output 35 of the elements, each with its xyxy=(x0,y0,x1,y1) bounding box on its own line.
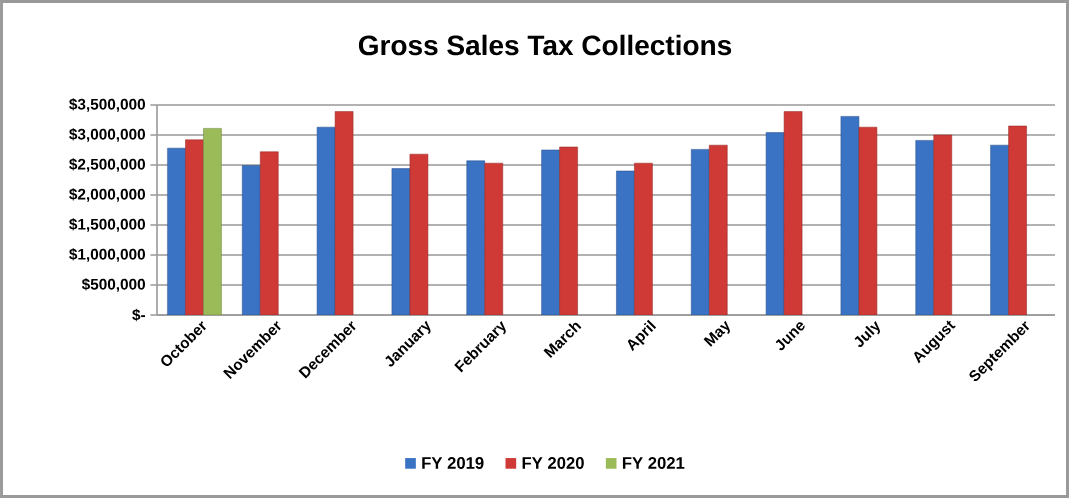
x-tick-label: May xyxy=(703,320,730,347)
bar xyxy=(690,149,710,315)
legend-label: FY 2021 xyxy=(622,457,685,469)
bar xyxy=(334,111,354,315)
bar xyxy=(541,149,560,315)
legend-label: FY 2019 xyxy=(422,457,484,469)
y-tick-label: $3,500,000 xyxy=(69,98,145,112)
bar xyxy=(466,160,486,315)
bar xyxy=(484,162,504,315)
bar xyxy=(1008,125,1027,315)
y-tick-label: $500,000 xyxy=(81,278,145,292)
bar xyxy=(634,162,653,315)
bar xyxy=(858,126,878,315)
bar xyxy=(559,146,578,315)
y-tick-label: $- xyxy=(132,308,146,322)
bar xyxy=(933,134,953,315)
legend-label: FY 2020 xyxy=(522,457,584,469)
y-tick-label: $2,000,000 xyxy=(69,188,145,202)
bar xyxy=(616,170,635,315)
bar xyxy=(409,153,429,315)
bar xyxy=(783,111,803,315)
bar xyxy=(185,139,204,315)
y-tick-label: $1,500,000 xyxy=(69,218,145,232)
y-tick-label: $2,500,000 xyxy=(69,158,145,172)
bar xyxy=(990,144,1009,315)
bar xyxy=(167,147,186,315)
y-tick-label: $3,000,000 xyxy=(69,128,145,142)
chart-title: Gross Sales Tax Collections xyxy=(358,34,732,56)
bar xyxy=(241,165,261,315)
bar xyxy=(259,151,279,315)
bar xyxy=(915,140,935,315)
bar xyxy=(203,128,222,315)
x-tick-label: July xyxy=(854,321,880,348)
bar xyxy=(708,144,728,315)
y-tick-label: $1,000,000 xyxy=(69,248,145,262)
